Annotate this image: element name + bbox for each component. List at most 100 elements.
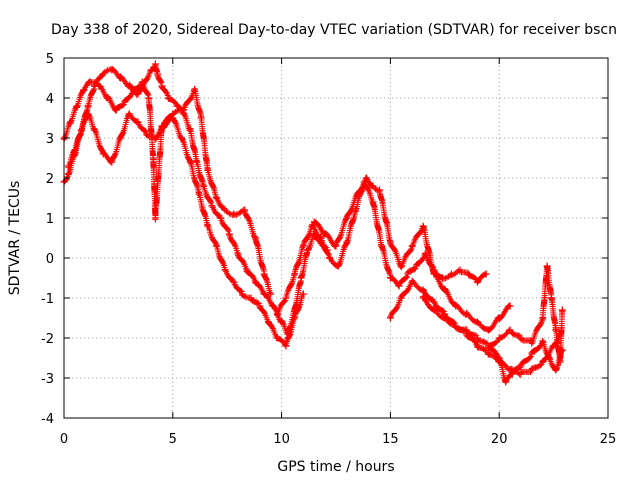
data-point: [419, 294, 427, 302]
data-point: [143, 130, 151, 138]
y-tick-label: 3: [46, 132, 54, 147]
data-point: [193, 158, 201, 166]
data-point: [138, 78, 146, 86]
data-point: [158, 82, 166, 90]
x-tick-label: 15: [382, 432, 399, 447]
chart-title: Day 338 of 2020, Sidereal Day-to-day VTE…: [51, 22, 617, 38]
data-point: [317, 234, 325, 242]
y-tick-label: 5: [46, 52, 54, 67]
data-point: [260, 270, 268, 278]
x-tick-label: 25: [600, 432, 617, 447]
data-point: [395, 282, 403, 290]
data-point: [234, 250, 242, 258]
data-point: [247, 294, 255, 302]
data-point: [517, 370, 525, 378]
data-point: [299, 290, 307, 298]
data-point: [332, 242, 340, 250]
data-point: [528, 366, 536, 374]
series-arc-7: [419, 293, 566, 386]
x-tick-label: 10: [273, 432, 290, 447]
data-point: [545, 354, 553, 362]
x-tick-label: 0: [60, 432, 68, 447]
data-point: [151, 134, 159, 142]
data-point: [256, 302, 264, 310]
data-point: [556, 358, 564, 366]
data-point: [386, 314, 394, 322]
data-point: [251, 278, 259, 286]
data-point: [386, 238, 394, 246]
data-point: [419, 286, 427, 294]
data-point: [273, 310, 281, 318]
data-point: [486, 342, 494, 350]
y-tick-label: -1: [41, 292, 54, 307]
data-point: [278, 318, 286, 326]
data-point: [241, 206, 249, 214]
data-point: [369, 182, 377, 190]
data-point: [550, 342, 558, 350]
data-point: [552, 366, 560, 374]
data-point: [539, 338, 547, 346]
data-point: [473, 334, 481, 342]
data-point: [64, 162, 72, 170]
data-point: [354, 190, 362, 198]
data-point: [169, 114, 177, 122]
data-point: [104, 94, 112, 102]
data-point: [547, 294, 555, 302]
data-point: [463, 310, 471, 318]
plot-frame: [63, 57, 609, 419]
data-point: [204, 166, 212, 174]
axis-ticks: 0 5 10 15 20 25 -4 -3 -2 -1 0 1 2 3 4 5: [41, 52, 616, 447]
data-point: [108, 66, 116, 74]
data-point: [117, 74, 125, 82]
data-point: [558, 306, 566, 314]
data-point: [84, 110, 92, 118]
data-point: [386, 274, 394, 282]
data-point: [369, 198, 377, 206]
data-point: [484, 326, 492, 334]
data-point: [321, 230, 329, 238]
data-point: [243, 266, 251, 274]
data-point: [408, 242, 416, 250]
data-point: [473, 342, 481, 350]
series-arc-3: [64, 110, 307, 350]
data-point: [147, 66, 155, 74]
data-point: [463, 326, 471, 334]
data-point: [397, 262, 405, 270]
data-point: [473, 278, 481, 286]
data-point: [419, 222, 427, 230]
data-point: [430, 298, 438, 306]
data-point: [473, 318, 481, 326]
data-point: [84, 102, 92, 110]
data-point: [267, 290, 275, 298]
data-point: [552, 326, 560, 334]
data-point: [230, 210, 238, 218]
data-point: [452, 302, 460, 310]
data-point: [495, 334, 503, 342]
data-point: [495, 314, 503, 322]
data-point: [308, 222, 316, 230]
data-point: [282, 342, 290, 350]
data-point: [506, 302, 514, 310]
data-point: [238, 290, 246, 298]
data-point: [160, 122, 168, 130]
data-point: [465, 270, 473, 278]
y-tick-label: -2: [41, 332, 54, 347]
data-point: [204, 222, 212, 230]
data-point: [334, 262, 342, 270]
data-point: [517, 362, 525, 370]
data-point: [134, 90, 142, 98]
data-point: [441, 314, 449, 322]
data-point: [73, 102, 81, 110]
data-point: [495, 354, 503, 362]
data-point: [90, 126, 98, 134]
data-point: [539, 358, 547, 366]
data-point: [125, 110, 133, 118]
data-point: [80, 86, 88, 94]
data-point: [117, 134, 125, 142]
data-point: [230, 278, 238, 286]
data-point: [186, 126, 194, 134]
data-point: [195, 190, 203, 198]
data-point: [452, 322, 460, 330]
series-arc-6: [386, 277, 564, 378]
data-point: [343, 238, 351, 246]
